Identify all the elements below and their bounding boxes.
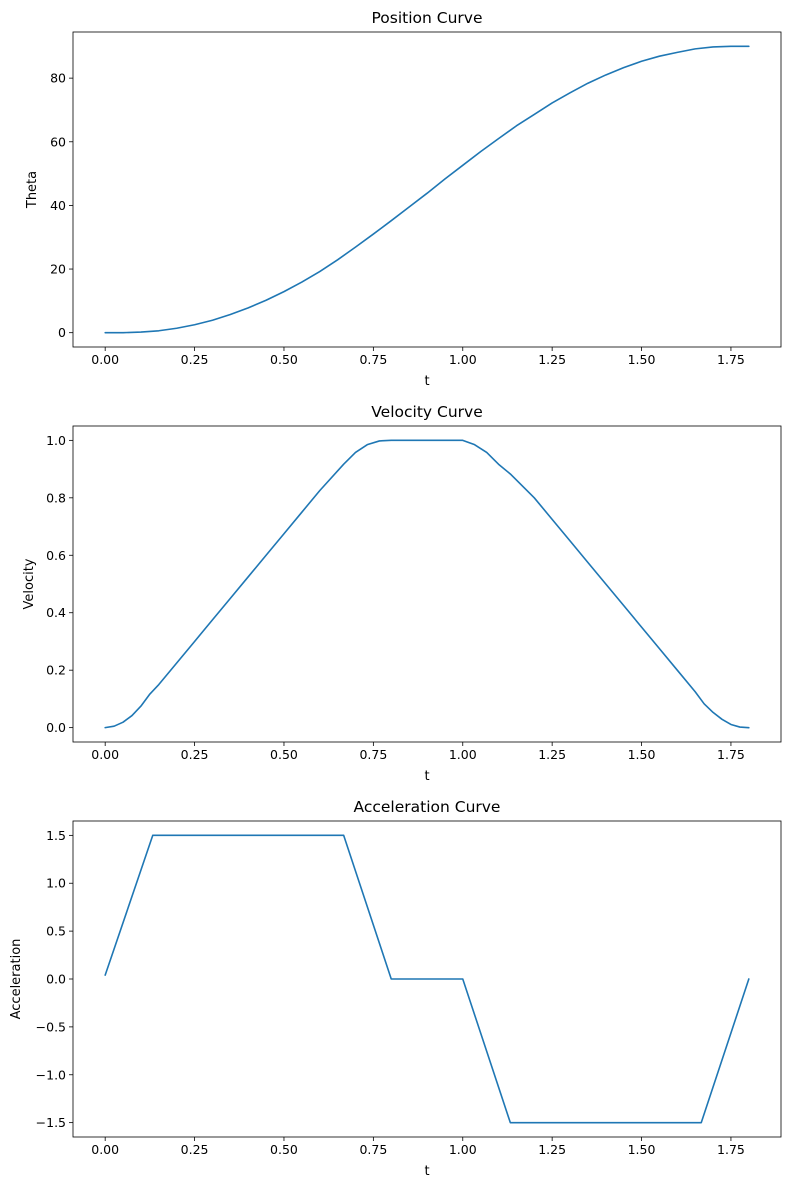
x-tick-label: 1.00	[449, 747, 477, 762]
y-axis-label: Acceleration	[9, 939, 24, 1020]
x-tick-label: 0.00	[91, 747, 119, 762]
y-axis-label: Velocity	[22, 558, 37, 609]
y-tick-label: 60	[50, 134, 66, 149]
x-tick-label: 1.75	[717, 352, 745, 367]
axes-frame	[72, 31, 782, 348]
x-tick-label: 0.75	[359, 747, 387, 762]
y-tick-label: 0.5	[46, 924, 66, 939]
x-axis-label: t	[424, 769, 429, 784]
y-tick-label: 0.4	[46, 605, 66, 620]
axes-frame	[72, 425, 782, 743]
x-tick-label: 0.50	[270, 1142, 298, 1157]
y-tick-label: 0.0	[46, 720, 66, 735]
y-tick-label: 20	[50, 262, 66, 277]
x-tick-label: 0.25	[181, 1142, 209, 1157]
y-tick-label: 40	[50, 198, 66, 213]
y-tick-label: 1.0	[46, 433, 66, 448]
x-tick-label: 1.25	[538, 747, 566, 762]
y-tick-label: −1.0	[36, 1067, 66, 1082]
y-tick-label: 0.6	[46, 548, 66, 563]
x-tick-label: 1.50	[628, 1142, 656, 1157]
x-tick-label: 1.50	[628, 352, 656, 367]
x-tick-label: 1.25	[538, 352, 566, 367]
y-tick-label: 0.0	[46, 972, 66, 987]
y-axis-label: Theta	[25, 171, 40, 209]
x-tick-label: 1.00	[449, 1142, 477, 1157]
y-tick-label: 1.0	[46, 876, 66, 891]
x-tick-label: 1.50	[628, 747, 656, 762]
y-tick-label: −1.5	[36, 1115, 66, 1130]
chart-title: Velocity Curve	[371, 403, 482, 421]
x-tick-label: 0.50	[270, 352, 298, 367]
x-tick-label: 0.75	[359, 352, 387, 367]
x-tick-label: 1.75	[717, 1142, 745, 1157]
y-tick-label: 0.8	[46, 490, 66, 505]
x-tick-label: 1.25	[538, 1142, 566, 1157]
chart-title: Acceleration Curve	[354, 798, 501, 816]
y-tick-label: 0.2	[46, 663, 66, 678]
y-tick-label: 80	[50, 71, 66, 86]
y-tick-label: 1.5	[46, 828, 66, 843]
x-tick-label: 0.00	[91, 352, 119, 367]
x-tick-label: 0.25	[181, 747, 209, 762]
x-tick-label: 1.75	[717, 747, 745, 762]
series-line-1-1	[104, 45, 750, 334]
subplot-2: 0.00 0.25 0.50 0.75 1.00 1.25 1.50 1.75 0.0 0.2 0.…	[22, 403, 782, 784]
x-tick-label: 0.25	[181, 352, 209, 367]
y-tick-label: 0	[58, 325, 66, 340]
subplot-1: 0.00 0.25 0.50 0.75 1.00 1.25 1.50 1.75 0 20 40 60 8…	[25, 9, 782, 389]
x-tick-label: 0.00	[91, 1142, 119, 1157]
x-tick-label: 1.00	[449, 352, 477, 367]
x-tick-label: 0.50	[270, 747, 298, 762]
series-line-2-1	[104, 439, 750, 729]
x-tick-label: 0.75	[359, 1142, 387, 1157]
chart-title: Position Curve	[371, 9, 482, 27]
x-axis-label: t	[424, 374, 429, 389]
series-line-3-1	[104, 834, 750, 1124]
x-axis-label: t	[424, 1164, 429, 1179]
y-tick-label: −0.5	[36, 1019, 66, 1034]
subplot-3: 0.00 0.25 0.50 0.75 1.00 1.25 1.50 1.75 −1.5 −1.0…	[9, 798, 782, 1179]
